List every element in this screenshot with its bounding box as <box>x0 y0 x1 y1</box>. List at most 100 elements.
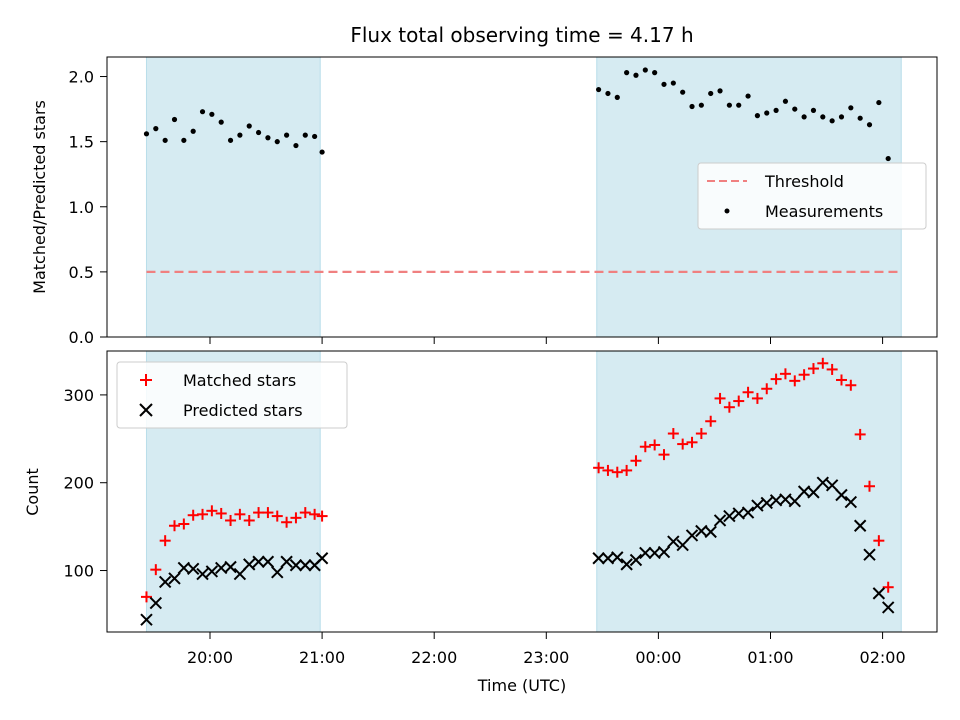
predicted-star-point <box>676 538 689 552</box>
y-tick-label: 100 <box>63 562 94 581</box>
matched-star-point <box>695 428 707 440</box>
measurement-point <box>885 155 891 162</box>
predicted-star-point <box>667 535 680 548</box>
measurement-point <box>218 119 224 125</box>
matched-star-point <box>826 363 838 375</box>
predicted-star-point <box>243 558 256 571</box>
matched-star-point <box>234 508 246 520</box>
measurement-point <box>866 122 873 128</box>
bottom-panel: 100 200 300 20:00 21:00 22:00 23:00 00:00 01:00… <box>23 350 938 695</box>
top-legend: Threshold Measurements <box>697 162 927 230</box>
matched-star-point <box>779 368 791 380</box>
measurement-point <box>736 102 742 108</box>
matched-star-point <box>649 439 661 451</box>
measurement-point <box>848 105 854 111</box>
predicted-star-point <box>807 486 820 499</box>
predicted-star-point <box>315 552 329 565</box>
predicted-star-point <box>620 558 633 571</box>
matched-star-point <box>733 395 745 407</box>
matched-stars-series <box>140 357 894 603</box>
predicted-star-point <box>196 567 209 581</box>
measurement-point <box>708 90 714 97</box>
predicted-star-point <box>835 488 848 502</box>
x-axis-label: Time (UTC) <box>477 676 566 695</box>
legend-matched-swatch <box>140 374 152 386</box>
matched-star-point <box>169 520 181 532</box>
matched-star-point <box>290 512 302 524</box>
measurement-point <box>302 132 308 138</box>
matched-star-point <box>667 428 679 440</box>
predicted-star-point <box>881 601 895 614</box>
measurement-point <box>782 98 789 104</box>
bottom-x-ticks: 20:00 21:00 22:00 23:00 00:00 01:00 02:00 <box>187 632 906 667</box>
matched-star-point <box>630 455 642 467</box>
matched-star-point <box>243 514 255 526</box>
measurement-point <box>143 131 150 137</box>
y-tick-label: 1.0 <box>69 198 94 217</box>
measurement-point <box>726 102 732 108</box>
predicted-stars-series <box>140 476 895 626</box>
matched-star-point <box>593 462 605 474</box>
predicted-star-point <box>713 514 727 527</box>
measurement-point <box>792 106 798 112</box>
legend-predicted-label: Predicted stars <box>183 401 303 420</box>
measurement-point <box>689 103 695 110</box>
predicted-star-point <box>186 562 200 575</box>
measurement-point <box>745 93 751 99</box>
measurement-point <box>820 114 826 120</box>
y-tick-label: 0.5 <box>69 263 94 282</box>
top-x-ticks <box>209 337 884 344</box>
predicted-star-point <box>149 596 163 610</box>
measurement-point <box>246 123 252 129</box>
predicted-star-point <box>271 566 284 579</box>
predicted-star-point <box>853 519 867 532</box>
measurement-point <box>162 137 168 143</box>
measurement-point <box>633 72 639 78</box>
matched-star-point <box>817 357 829 369</box>
matched-star-point <box>639 441 651 453</box>
predicted-star-point <box>779 493 792 506</box>
matched-star-point <box>789 375 801 387</box>
y-tick-label: 200 <box>63 474 94 493</box>
measurement-point <box>764 110 770 116</box>
measurement-point <box>190 128 196 134</box>
matched-star-point <box>845 379 857 391</box>
x-tick-label: 01:00 <box>747 648 793 667</box>
measurement-point <box>652 70 658 76</box>
legend-measurements-swatch <box>724 208 730 214</box>
matched-star-point <box>864 480 876 492</box>
measurement-point <box>614 94 620 100</box>
matched-star-point <box>751 392 763 404</box>
measurement-point <box>181 137 187 143</box>
matched-star-point <box>602 464 614 476</box>
matched-star-point <box>206 505 218 517</box>
matched-star-point <box>621 464 633 476</box>
matched-star-point <box>140 591 152 603</box>
matched-star-point <box>761 383 773 395</box>
bottom-legend-box <box>116 361 348 429</box>
matched-star-point <box>714 392 726 404</box>
legend-threshold-label: Threshold <box>764 172 844 191</box>
predicted-star-point <box>261 555 275 568</box>
predicted-star-point <box>816 476 830 489</box>
matched-star-point <box>271 510 283 522</box>
predicted-star-point <box>289 559 303 572</box>
measurement-point <box>274 139 280 145</box>
predicted-star-point <box>657 545 671 559</box>
predicted-star-point <box>685 529 699 542</box>
matched-star-point <box>281 516 293 528</box>
y-tick-label: 300 <box>63 386 94 405</box>
matched-star-point <box>798 369 810 381</box>
measurement-point <box>605 90 611 97</box>
matched-star-point <box>705 415 717 427</box>
y-tick-label: 1.5 <box>69 133 94 152</box>
predicted-star-point <box>158 575 172 589</box>
predicted-star-point <box>788 494 801 508</box>
predicted-star-point <box>252 555 265 568</box>
measurement-point <box>698 102 704 108</box>
bottom-axes-frame <box>106 350 938 633</box>
matched-star-point <box>225 514 237 526</box>
matched-star-point <box>873 535 885 547</box>
measurement-point <box>319 149 325 155</box>
